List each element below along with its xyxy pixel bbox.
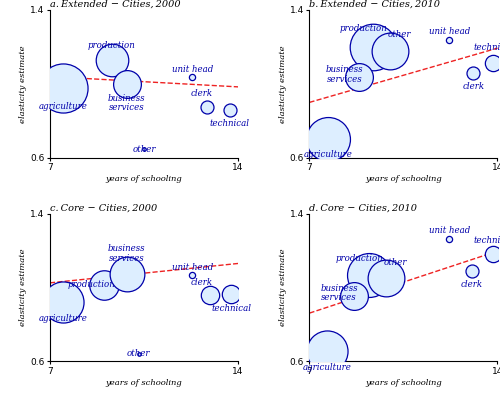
Y-axis label: elasticity estimate: elasticity estimate	[279, 45, 287, 123]
Point	[323, 348, 331, 354]
Point	[140, 146, 148, 152]
Text: production: production	[340, 24, 387, 33]
Point	[490, 59, 498, 66]
Point	[203, 104, 211, 110]
Point	[100, 281, 108, 288]
Text: agriculture: agriculture	[39, 314, 88, 323]
Point	[228, 291, 235, 297]
Y-axis label: elasticity estimate: elasticity estimate	[279, 249, 287, 326]
Text: unit head: unit head	[172, 263, 213, 272]
Point	[134, 351, 142, 357]
Text: unit head: unit head	[428, 226, 470, 235]
Text: d. Core − Cities, 2010: d. Core − Cities, 2010	[310, 204, 418, 213]
Point	[470, 69, 478, 76]
Point	[445, 236, 453, 243]
Point	[188, 74, 196, 81]
Point	[324, 136, 332, 142]
Point	[60, 299, 68, 305]
Text: a. Extended − Cities, 2000: a. Extended − Cities, 2000	[50, 0, 180, 9]
Text: business
services: business services	[108, 244, 146, 263]
Text: technical: technical	[474, 236, 500, 245]
Point	[386, 48, 394, 55]
Y-axis label: elasticity estimate: elasticity estimate	[20, 249, 28, 326]
Text: b. Extended − Cities, 2010: b. Extended − Cities, 2010	[310, 0, 440, 9]
Text: other: other	[388, 30, 411, 39]
Text: clerk: clerk	[461, 280, 483, 289]
Text: business
services: business services	[108, 94, 146, 112]
Point	[60, 85, 68, 92]
Point	[122, 81, 130, 87]
Text: c. Core − Cities, 2000: c. Core − Cities, 2000	[50, 204, 157, 213]
Text: production: production	[336, 254, 383, 263]
Point	[490, 251, 498, 257]
Text: clerk: clerk	[190, 278, 213, 287]
X-axis label: years of schooling: years of schooling	[106, 379, 182, 387]
Point	[382, 275, 390, 281]
Point	[206, 292, 214, 298]
Text: clerk: clerk	[190, 89, 213, 98]
Point	[468, 268, 476, 274]
Text: other: other	[127, 349, 150, 358]
Point	[226, 107, 234, 114]
Text: agriculture: agriculture	[39, 102, 88, 111]
Text: unit head: unit head	[428, 27, 470, 36]
X-axis label: years of schooling: years of schooling	[365, 379, 442, 387]
Point	[108, 56, 116, 63]
Point	[122, 270, 130, 277]
Text: agriculture: agriculture	[304, 150, 352, 159]
Text: production: production	[68, 280, 116, 289]
Point	[364, 272, 372, 278]
Text: business
services: business services	[320, 283, 358, 303]
Text: other: other	[132, 145, 156, 154]
Text: clerk: clerk	[462, 82, 484, 91]
Text: technical: technical	[212, 304, 252, 313]
Text: unit head: unit head	[172, 66, 213, 74]
Text: other: other	[384, 258, 407, 267]
Text: technical: technical	[210, 119, 250, 128]
Point	[368, 44, 376, 50]
X-axis label: years of schooling: years of schooling	[365, 175, 442, 183]
Point	[188, 272, 196, 279]
Text: production: production	[88, 41, 136, 50]
X-axis label: years of schooling: years of schooling	[106, 175, 182, 183]
Point	[350, 293, 358, 299]
Point	[445, 37, 453, 44]
Y-axis label: elasticity estimate: elasticity estimate	[20, 45, 28, 123]
Text: agriculture: agriculture	[302, 363, 352, 372]
Text: technical: technical	[474, 43, 500, 52]
Text: business
services: business services	[326, 65, 363, 84]
Point	[355, 74, 363, 81]
